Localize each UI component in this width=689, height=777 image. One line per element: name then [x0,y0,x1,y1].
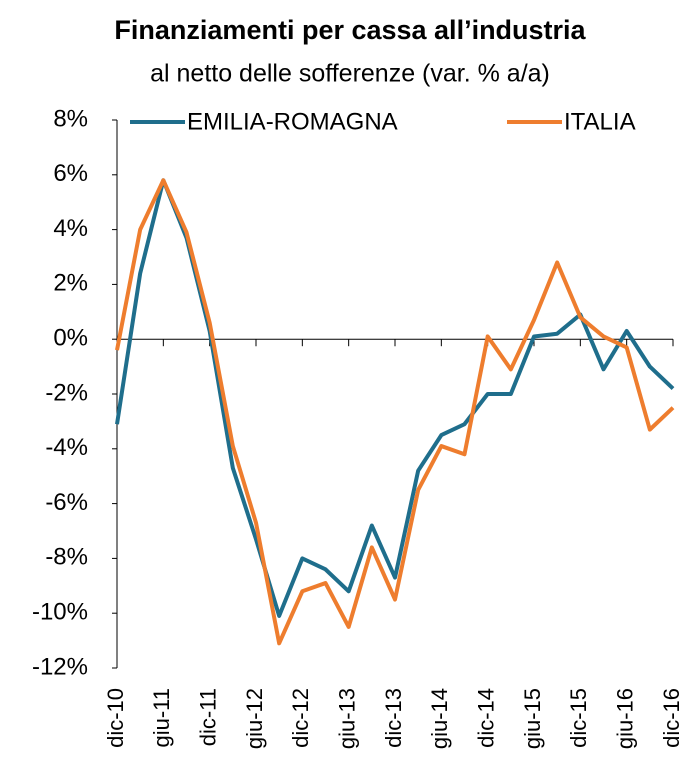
x-tick-label: dic-15 [566,688,591,748]
x-tick-label: dic-10 [103,688,128,748]
y-tick-label: 0% [53,325,88,352]
x-tick-label: dic-16 [659,688,684,748]
x-tick-label: giu-12 [242,688,267,749]
y-tick-label: -6% [45,489,88,516]
series-line [115,178,675,618]
y-tick-label: 4% [53,215,88,242]
chart-subtitle: al netto delle sofferenze (var. % a/a) [150,60,550,88]
x-tick-label: giu-13 [334,688,359,749]
x-tick-label: giu-11 [149,688,174,748]
y-tick-label: -8% [45,544,88,571]
x-tick-label: giu-16 [612,688,637,749]
y-tick-label: 2% [53,270,88,297]
y-tick-label: -4% [45,434,88,461]
x-tick-label: dic-14 [473,688,498,748]
chart-title: Finanziamenti per cassa all’industria [114,15,586,45]
legend-label: ITALIA [564,108,636,135]
y-tick-label: -10% [32,599,88,626]
y-tick-label: -12% [32,653,88,680]
y-tick-label: -2% [45,379,88,406]
y-tick-label: 6% [53,160,88,187]
x-tick-label: giu-15 [520,688,545,749]
x-tick-label: dic-11 [195,688,220,746]
legend-label: EMILIA-ROMAGNA [187,108,398,135]
x-tick-label: dic-12 [288,688,313,748]
y-tick-label: 8% [53,105,88,132]
x-tick-label: giu-14 [427,688,452,749]
series-line [115,178,675,646]
x-tick-label: dic-13 [381,688,406,748]
